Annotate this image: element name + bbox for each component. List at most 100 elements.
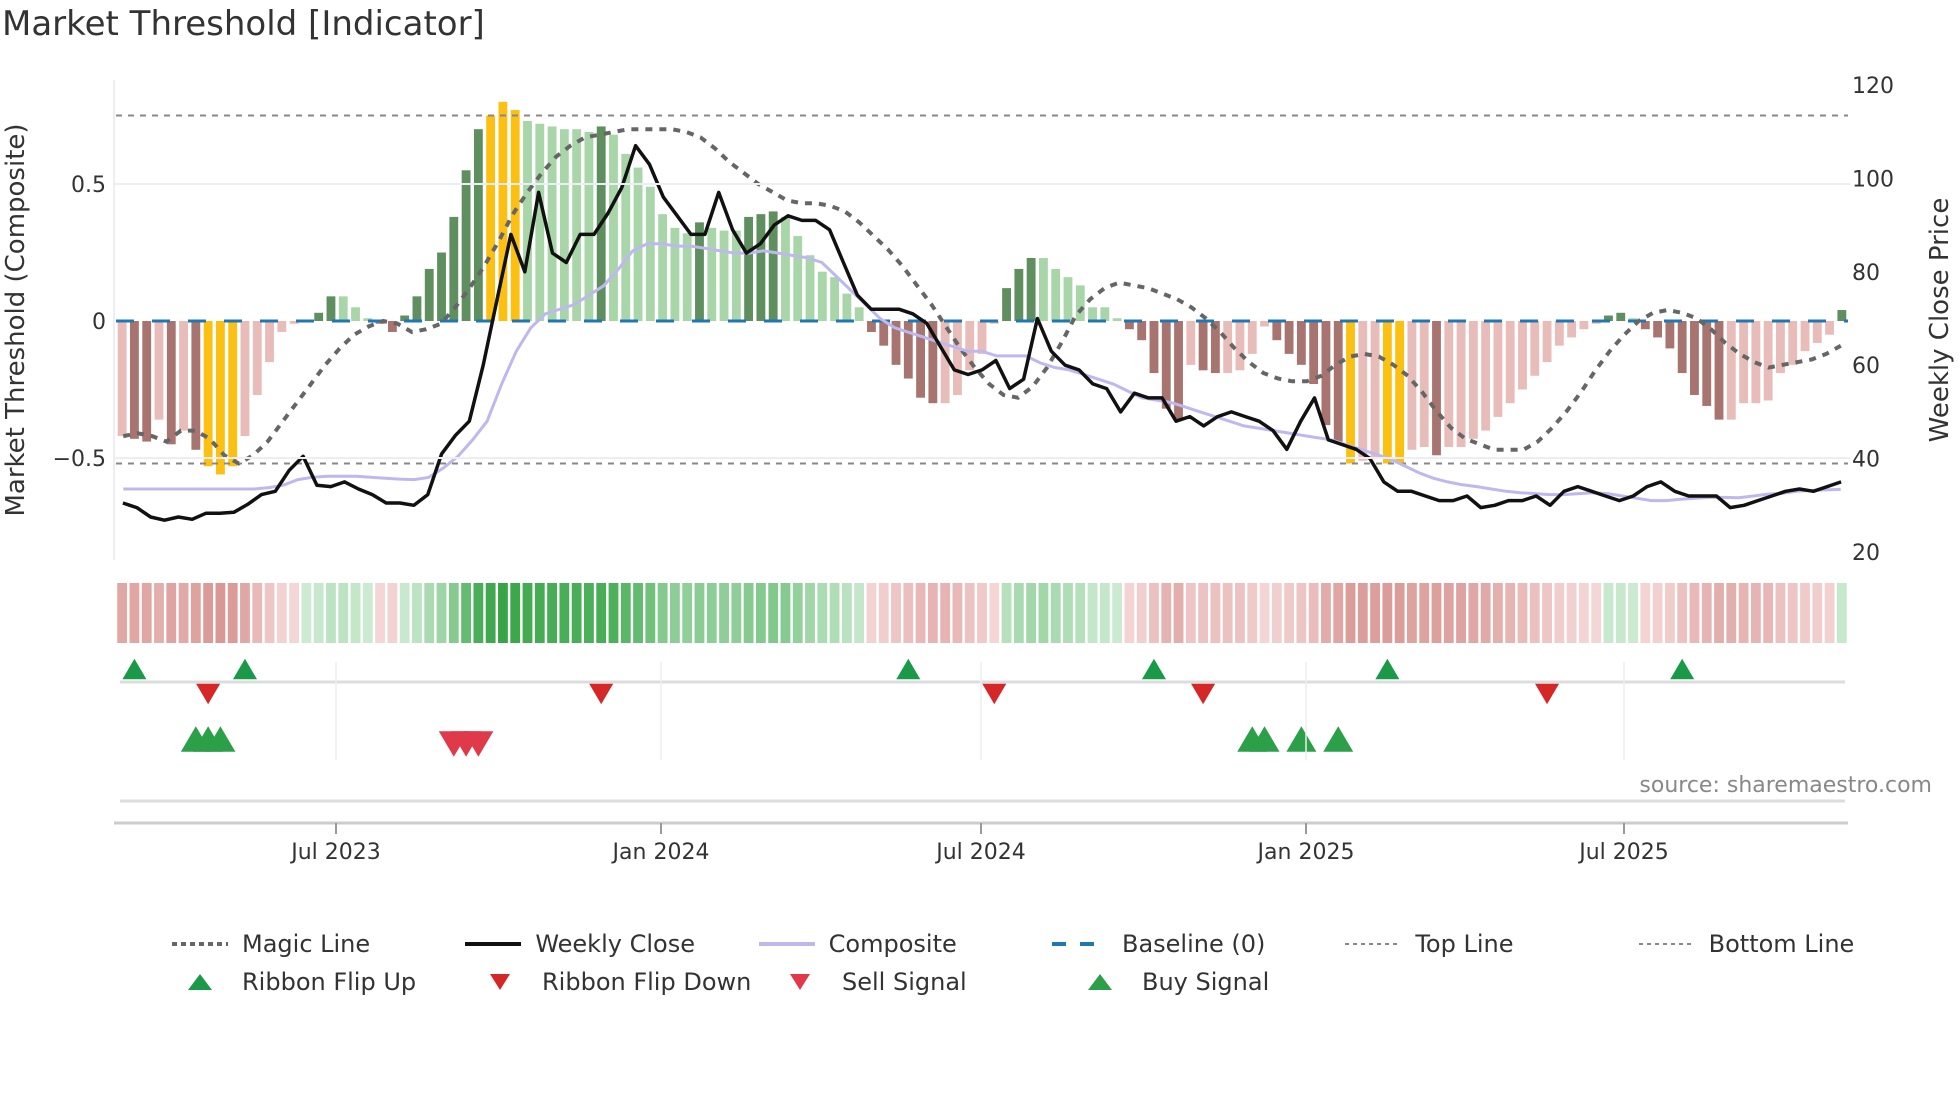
composite-bar: [449, 216, 459, 321]
legend-item-sell-signal: Sell Signal: [770, 968, 1070, 996]
ribbon-cell: [1738, 583, 1749, 643]
legend-item-top-line: Top Line: [1343, 930, 1636, 958]
y-right-tick-label: 60: [1852, 354, 1880, 379]
ribbon-cell: [117, 583, 128, 643]
composite-bar: [805, 255, 815, 321]
ribbon-cell: [1087, 583, 1098, 643]
composite-bar: [830, 277, 840, 321]
ribbon-cell: [940, 583, 951, 643]
composite-bar: [1112, 318, 1122, 321]
ribbon-cell: [1321, 583, 1331, 643]
composite-bar: [1444, 321, 1454, 448]
ribbon-cell: [1345, 583, 1356, 643]
ribbon-cell: [1578, 583, 1589, 643]
legend-label: Sell Signal: [842, 968, 967, 996]
sell-signal-marker: [463, 731, 494, 757]
ribbon-cell: [719, 583, 729, 643]
ribbon-cell: [694, 583, 705, 643]
ribbon-cell: [927, 583, 938, 643]
ribbon-cell: [1296, 583, 1307, 643]
composite-bar: [1579, 321, 1589, 330]
composite-bar: [1272, 321, 1282, 341]
ribbon-cell: [1431, 583, 1442, 643]
composite-bar: [486, 115, 496, 321]
composite-bar: [1296, 321, 1306, 365]
composite-bar: [1702, 321, 1712, 406]
composite-bar: [1407, 321, 1417, 450]
composite-bar: [744, 216, 754, 321]
composite-bar: [1788, 321, 1798, 365]
triangle-down-icon: [470, 970, 530, 994]
composite-bar: [867, 321, 876, 332]
composite-bar: [1468, 321, 1478, 439]
composite-bar: [1063, 277, 1073, 321]
composite-bar: [1554, 321, 1564, 346]
ribbon-cell: [669, 583, 680, 643]
ribbon-cell: [1271, 583, 1282, 643]
ribbon-cell: [829, 583, 840, 643]
composite-bar: [1776, 321, 1785, 374]
ribbon-cell: [1173, 583, 1184, 643]
composite-bar: [130, 321, 139, 439]
ribbon-cell: [1407, 583, 1417, 643]
ribbon-cell: [203, 583, 214, 643]
composite-bar: [1419, 321, 1429, 448]
main-plot: [116, 101, 1848, 522]
ribbon-cell: [154, 583, 164, 643]
ribbon-flip-up-marker: [122, 658, 147, 680]
ribbon-cell: [1357, 583, 1368, 643]
ribbon-cell: [1210, 583, 1221, 643]
legend-item-ribbon-flip-down: Ribbon Flip Down: [470, 968, 770, 996]
ribbon-cell: [1640, 583, 1651, 643]
ribbon-cell: [178, 583, 189, 643]
x-tick-label: Jan 2024: [611, 840, 710, 865]
ribbon-cell: [129, 583, 140, 643]
legend-item-magic-line: Magic Line: [170, 930, 463, 958]
composite-bar: [1837, 310, 1847, 321]
ribbon-cell: [1800, 583, 1810, 643]
ribbon-cell: [559, 583, 570, 643]
composite-bar: [633, 167, 643, 321]
ribbon-cell: [1149, 583, 1159, 643]
ribbon-cell: [1075, 583, 1086, 643]
ribbon-cell: [682, 583, 693, 643]
chart-title: Market Threshold [Indicator]: [2, 4, 485, 44]
triangle-up-icon: [1070, 970, 1130, 994]
composite-bar: [1137, 321, 1147, 341]
ribbon-cell: [977, 583, 987, 643]
composite-bar: [1739, 321, 1749, 404]
composite-bar: [1456, 321, 1466, 448]
legend-item-bottom-line: Bottom Line: [1637, 930, 1930, 958]
legend-label: Ribbon Flip Up: [242, 968, 417, 996]
composite-bar: [1665, 321, 1675, 349]
ribbon-cell: [313, 583, 324, 643]
solid-line-icon: [463, 932, 523, 956]
legend-label: Buy Signal: [1142, 968, 1270, 996]
ribbon-cell: [1284, 583, 1295, 643]
composite-bar: [891, 321, 901, 365]
y-right-tick-label: 20: [1852, 541, 1880, 566]
composite-bar: [117, 321, 127, 437]
legend-item-buy-signal: Buy Signal: [1070, 968, 1370, 996]
composite-bar: [1038, 257, 1048, 321]
ribbon-cell: [264, 583, 275, 643]
composite-bar: [707, 227, 717, 321]
composite-bar: [1161, 321, 1171, 409]
composite-bar: [277, 321, 287, 332]
ribbon-cell: [1603, 583, 1614, 643]
composite-bar: [142, 321, 152, 442]
dashed-line-icon: [1050, 932, 1110, 956]
ribbon-flip-down-marker: [589, 683, 614, 705]
composite-bar: [1812, 321, 1822, 343]
ribbon-cell: [240, 583, 250, 643]
composite-bar: [1026, 257, 1036, 321]
composite-bar: [289, 321, 299, 324]
ribbon-cell: [190, 583, 201, 643]
composite-bar: [338, 296, 348, 321]
composite-bar: [1714, 321, 1724, 420]
ribbon-cell: [461, 583, 471, 643]
y-right-tick-label: 120: [1852, 74, 1894, 99]
ribbon-cell: [1308, 583, 1319, 643]
ribbon-flip-down-marker: [982, 683, 1007, 705]
